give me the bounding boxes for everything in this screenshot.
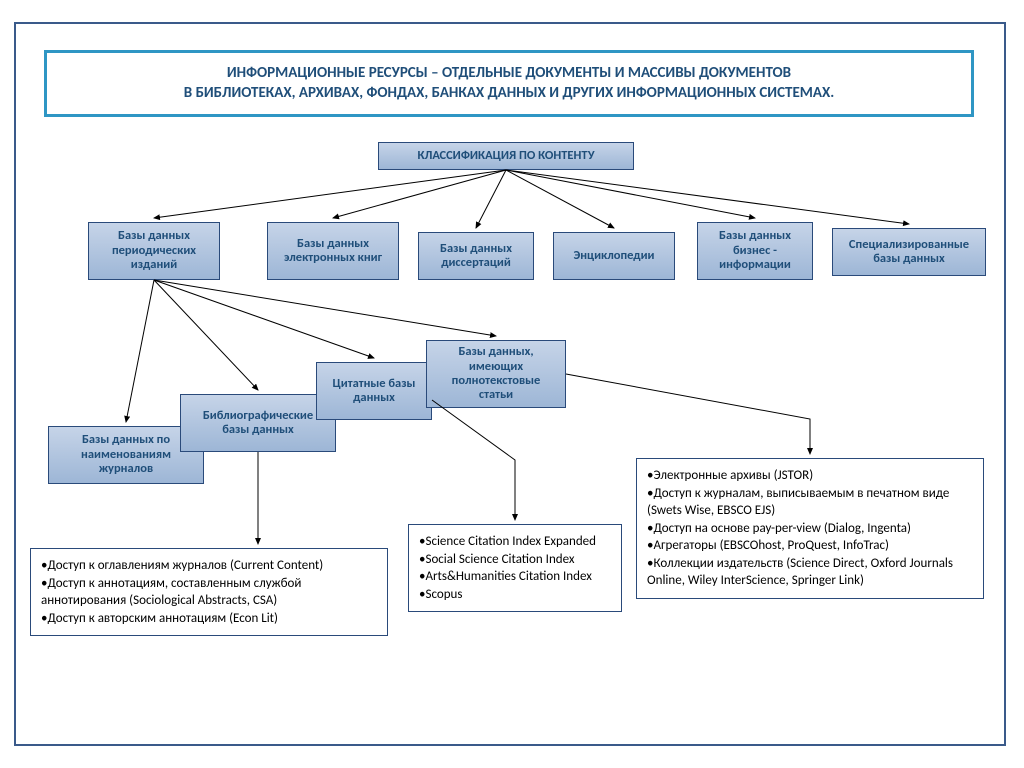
note1-b2: •Доступ к аннотациям, составленным служб… [41, 575, 377, 610]
note-bibliographic: •Доступ к оглавлениям журналов (Current … [30, 548, 388, 636]
title-box: ИНФОРМАЦИОННЫЕ РЕСУРСЫ – ОТДЕЛЬНЫЕ ДОКУМ… [44, 50, 974, 117]
node-journal-names-label: Базы данных по наименованиям журналов [57, 433, 195, 476]
node-fulltext: Базы данных, имеющих полнотекстовые стат… [426, 340, 566, 408]
node-encyclopedias-label: Энциклопедии [574, 249, 655, 263]
note2-b1: •Science Citation Index Expanded [419, 533, 611, 551]
note3-b3: •Доступ на основе pay-per-view (Dialog, … [647, 520, 973, 538]
node-business-label: Базы данных бизнес - информации [706, 229, 804, 272]
node-fulltext-label: Базы данных, имеющих полнотекстовые стат… [435, 345, 557, 403]
node-dissertations-label: Базы данных диссертаций [427, 242, 525, 271]
node-dissertations: Базы данных диссертаций [418, 232, 534, 280]
node-business: Базы данных бизнес - информации [697, 222, 813, 280]
node-ebooks-label: Базы данных электронных книг [276, 237, 390, 266]
note2-b2: •Social Science Citation Index [419, 551, 611, 569]
title-line2: В БИБЛИОТЕКАХ, АРХИВАХ, ФОНДАХ, БАНКАХ Д… [184, 84, 834, 102]
note3-b5: •Коллекции издательств (Science Direct, … [647, 555, 973, 590]
node-bibliographic: Библиографические базы данных [180, 394, 336, 452]
note2-b4: •Scopus [419, 586, 611, 604]
node-periodicals-label: Базы данных периодических изданий [97, 229, 211, 272]
node-citation-label: Цитатные базы данных [325, 377, 423, 406]
note1-b1: •Доступ к оглавлениям журналов (Current … [41, 557, 377, 575]
node-bibliographic-label: Библиографические базы данных [189, 409, 327, 438]
node-specialized: Специализированные базы данных [832, 228, 986, 276]
note2-b3: •Arts&Humanities Citation Index [419, 568, 611, 586]
node-specialized-label: Специализированные базы данных [841, 238, 977, 267]
node-ebooks: Базы данных электронных книг [267, 222, 399, 280]
node-encyclopedias: Энциклопедии [553, 232, 675, 280]
node-citation: Цитатные базы данных [316, 362, 432, 420]
title-line1: ИНФОРМАЦИОННЫЕ РЕСУРСЫ – ОТДЕЛЬНЫЕ ДОКУМ… [227, 64, 791, 82]
note1-b3: •Доступ к авторским аннотациям (Econ Lit… [41, 610, 377, 628]
note3-b2: •Доступ к журналам, выписываемым в печат… [647, 485, 973, 520]
note3-b1: •Электронные архивы (JSTOR) [647, 467, 973, 485]
note-citation: •Science Citation Index Expanded •Social… [408, 524, 622, 612]
note-fulltext: •Электронные архивы (JSTOR) •Доступ к жу… [636, 458, 984, 599]
note3-b4: •Агрегаторы (EBSCOhost, ProQuest, InfoTr… [647, 537, 973, 555]
node-periodicals: Базы данных периодических изданий [88, 222, 220, 280]
node-root-label: КЛАССИФИКАЦИЯ ПО КОНТЕНТУ [417, 149, 594, 163]
node-root: КЛАССИФИКАЦИЯ ПО КОНТЕНТУ [378, 142, 634, 170]
